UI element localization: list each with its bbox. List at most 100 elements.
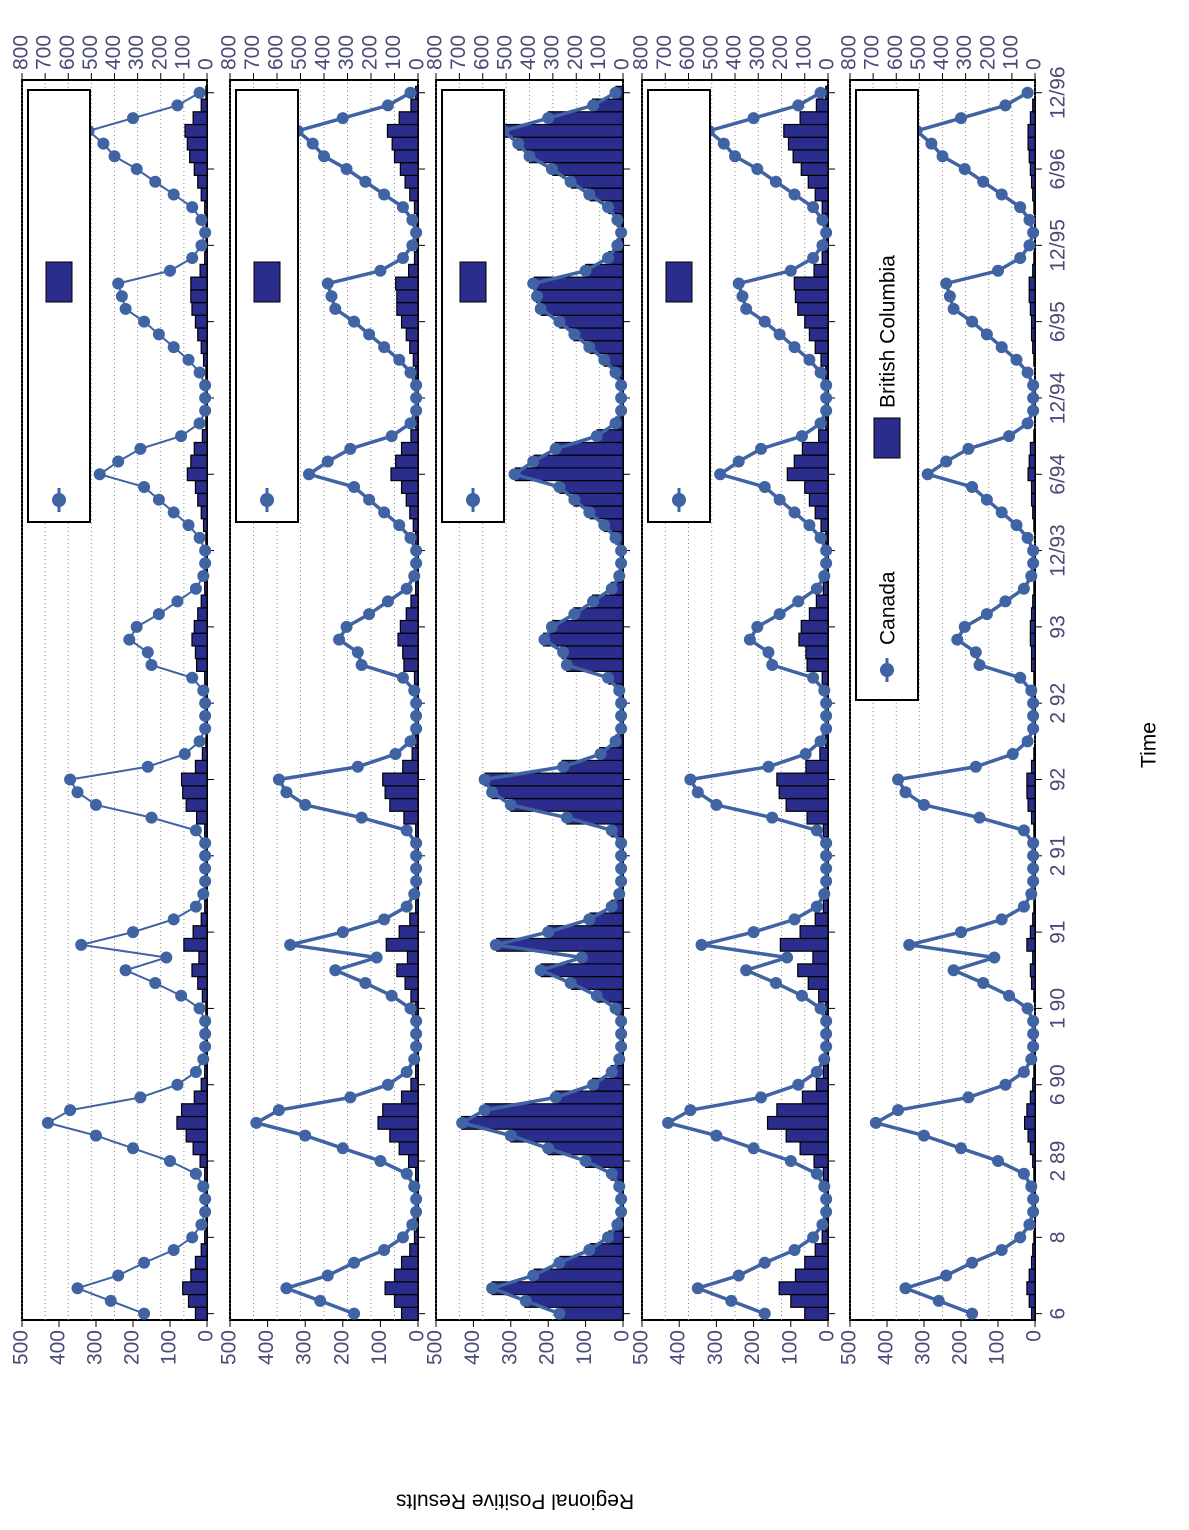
point [189, 900, 202, 913]
point [1014, 201, 1027, 214]
bar [194, 759, 208, 774]
bar [1032, 340, 1036, 355]
point [280, 1282, 293, 1295]
point [583, 913, 596, 926]
y-tick-label: 300 [704, 1330, 727, 1365]
point [799, 748, 812, 761]
bar [1032, 263, 1036, 278]
bar [535, 289, 624, 304]
point [359, 175, 372, 188]
point [973, 659, 986, 672]
y2-tick-label: 600 [884, 35, 907, 70]
point [740, 964, 753, 977]
point [943, 290, 956, 303]
bar [821, 200, 829, 215]
bar [205, 530, 208, 545]
legend-swatch [253, 261, 281, 303]
point [892, 1104, 905, 1117]
bar [176, 1115, 208, 1130]
point [684, 773, 697, 786]
legend-label: British Columbia [877, 255, 900, 408]
bar [1026, 772, 1036, 787]
y2-tick-label: 300 [335, 35, 358, 70]
bar [776, 772, 829, 787]
x-tick-label: 1 90 [1047, 988, 1070, 1029]
point [534, 302, 547, 315]
bar [386, 123, 419, 138]
point [374, 1155, 387, 1168]
panel: 0100200300400500600700800010020030040050… [10, 35, 218, 1365]
x-tick-label: 92 [1047, 768, 1070, 791]
point [1003, 430, 1016, 443]
point [587, 1078, 600, 1091]
point [197, 1053, 210, 1066]
bar [1028, 1268, 1036, 1283]
bar [403, 658, 419, 672]
bar [1032, 912, 1036, 927]
point [199, 379, 212, 392]
x-tick-label: 6 [1047, 1308, 1070, 1320]
point [152, 328, 165, 341]
point [958, 620, 971, 633]
bar [559, 480, 624, 494]
bar [200, 1243, 208, 1258]
bar [201, 747, 208, 762]
y2-tick-label: 500 [907, 35, 930, 70]
legend-marker [466, 493, 480, 507]
bar [204, 1230, 208, 1245]
point [549, 1091, 562, 1104]
point [189, 582, 202, 595]
bar [1028, 149, 1036, 164]
point [321, 455, 334, 468]
y-tick-label: 400 [47, 1330, 70, 1365]
bar [193, 162, 208, 176]
point [1027, 862, 1040, 875]
point [609, 86, 622, 99]
y-tick-label: 100 [778, 1330, 801, 1365]
bar [799, 925, 829, 940]
point [93, 468, 106, 481]
y2-tick-label: 700 [241, 35, 264, 70]
point [193, 531, 206, 544]
point [1027, 1205, 1040, 1218]
point [966, 1307, 979, 1320]
y2-tick-label: 300 [125, 35, 148, 70]
point [598, 353, 611, 366]
point [1017, 824, 1030, 837]
bar [382, 772, 419, 787]
point [410, 404, 423, 417]
bar [818, 429, 829, 444]
point [306, 137, 319, 150]
point [899, 786, 912, 799]
point [1027, 226, 1040, 239]
y-tick-label: 300 [498, 1330, 521, 1365]
point [1025, 887, 1038, 900]
point [820, 875, 833, 888]
bar [412, 352, 419, 367]
point [456, 1116, 469, 1129]
point [969, 646, 982, 659]
legend-marker [52, 493, 66, 507]
point [410, 1040, 423, 1053]
x-tick-label: 2 92 [1047, 683, 1070, 724]
point [199, 875, 212, 888]
bar [398, 111, 419, 126]
bar [410, 594, 419, 609]
y2-tick-label: 700 [447, 35, 470, 70]
point [615, 722, 628, 735]
point [164, 1155, 176, 1168]
point [758, 1307, 771, 1320]
point [1027, 849, 1040, 862]
bar [1029, 963, 1036, 978]
point [549, 442, 562, 455]
point [329, 964, 342, 977]
legend-swatch [665, 261, 693, 303]
bar [517, 136, 624, 151]
bar [393, 1268, 419, 1283]
point [613, 570, 626, 582]
bar [1033, 581, 1036, 596]
bar [409, 505, 419, 520]
y-tick-label: 200 [536, 1330, 559, 1365]
point [816, 1218, 829, 1231]
point [810, 1167, 823, 1180]
